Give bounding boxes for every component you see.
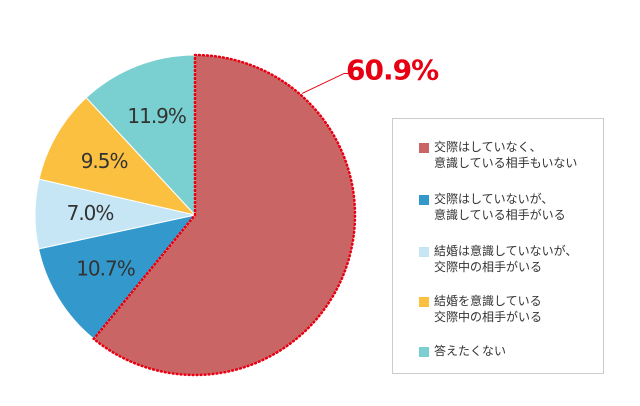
leader-line bbox=[301, 72, 349, 94]
legend: 交際はしていなく、 意識している相手もいない 交際はしていないが、 意識している相… bbox=[392, 118, 604, 374]
legend-swatch bbox=[419, 347, 429, 357]
legend-label: 結婚を意識している 交際中の相手がいる bbox=[434, 294, 543, 324]
pie-slice bbox=[38, 96, 197, 216]
value-label: 9.5% bbox=[81, 149, 128, 173]
legend-label: 答えたくない bbox=[434, 344, 507, 358]
legend-swatch bbox=[419, 195, 429, 205]
legend-item: 交際はしていなく、 意識している相手もいない bbox=[419, 139, 577, 171]
value-label: 7.0% bbox=[67, 201, 114, 225]
slice-highlight bbox=[92, 53, 357, 377]
legend-swatch bbox=[419, 297, 429, 307]
legend-item: 答えたくない bbox=[419, 343, 506, 359]
value-label: 60.9% bbox=[346, 53, 439, 86]
value-label: 11.9% bbox=[127, 104, 186, 128]
legend-item: 交際はしていないが、 意識している相手がいる bbox=[419, 191, 566, 223]
pie-slice bbox=[85, 54, 196, 217]
pie-slice bbox=[38, 214, 197, 340]
legend-swatch bbox=[419, 247, 429, 257]
legend-label: 交際はしていないが、 意識している相手がいる bbox=[434, 192, 566, 222]
legend-item: 結婚は意識していないが、 交際中の相手がいる bbox=[419, 243, 577, 275]
legend-label: 交際はしていなく、 意識している相手もいない bbox=[434, 140, 578, 170]
legend-swatch bbox=[419, 143, 429, 153]
legend-item: 結婚を意識している 交際中の相手がいる bbox=[419, 293, 542, 325]
legend-label: 結婚は意識していないが、 交際中の相手がいる bbox=[434, 244, 578, 274]
value-label: 10.7% bbox=[76, 256, 135, 280]
